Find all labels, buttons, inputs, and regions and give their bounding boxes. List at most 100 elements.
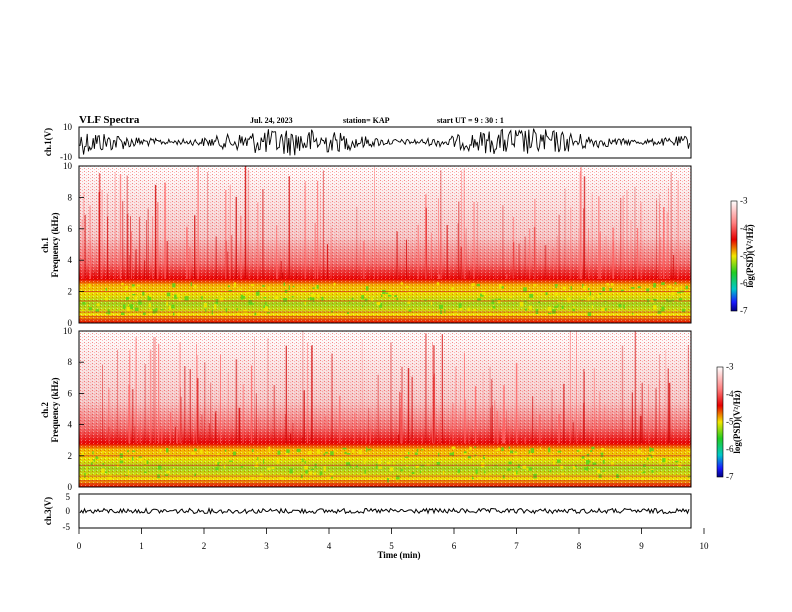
spectrogram-blob	[626, 475, 629, 479]
spectrogram-blob	[495, 449, 499, 451]
spectrogram-blob	[522, 465, 527, 469]
colorbar-tick-label: -6	[740, 278, 748, 288]
spectrogram-blob	[312, 297, 315, 303]
spectrogram-blob	[591, 296, 595, 300]
spectrogram-blob	[554, 306, 558, 308]
spectrogram-blob	[367, 448, 372, 451]
start-time-label: start UT = 9 : 30 : 1	[437, 116, 504, 125]
spectrogram-blob	[519, 302, 524, 307]
spectrogram-blob	[474, 446, 477, 448]
spectrogram-blob	[663, 282, 665, 285]
spectrogram-blob	[570, 286, 572, 291]
spectrogram-blob	[385, 292, 390, 294]
spectrogram-blob	[302, 475, 305, 478]
spectrogram-blob	[549, 470, 552, 473]
spectrogram-blob	[525, 308, 527, 311]
spectrogram-blob	[497, 298, 501, 300]
spectrogram-blob	[378, 459, 381, 464]
spectrogram-blob	[126, 297, 130, 300]
spectrogram-blob	[466, 449, 469, 452]
spectrogram-blob	[467, 307, 471, 312]
ch1-ytick-bottom: -10	[60, 152, 72, 162]
spectrogram-blob	[659, 459, 661, 465]
spectrogram-blob	[489, 311, 492, 316]
spectrogram-blob	[491, 299, 495, 304]
spectrogram-blob	[586, 459, 590, 465]
figure-title: VLF Spectra	[79, 114, 140, 126]
time-x-axis-label: Time (min)	[377, 550, 420, 560]
spectrogram-blob	[476, 283, 480, 287]
spectrogram-blob	[436, 282, 440, 286]
spectrogram-ytick-label: 8	[68, 357, 73, 367]
spectrogram-ytick-label: 6	[68, 388, 73, 398]
spectrogram-blob	[105, 312, 108, 314]
spectrogram-blob	[347, 312, 349, 314]
spectrogram-blob	[488, 473, 492, 475]
spectrogram-blob	[346, 453, 351, 455]
spectrogram-blob	[166, 302, 168, 306]
spectrogram-blob	[304, 465, 308, 470]
spectrogram-blob	[530, 448, 534, 453]
spectrogram-blob	[578, 449, 582, 452]
spectrogram-blob	[661, 282, 664, 285]
spectrogram-ytick-label: 4	[68, 255, 73, 265]
spectrogram-blob	[268, 286, 270, 290]
spectrogram-blob	[646, 457, 649, 461]
spectrogram-blob	[463, 451, 467, 454]
spectrogram-blob	[545, 292, 548, 296]
spectrogram-blob	[535, 309, 539, 314]
spectrogram-blob	[254, 312, 258, 316]
spectrogram-blob	[486, 313, 488, 316]
spectrogram-blob	[674, 282, 677, 285]
spectrogram-blob	[514, 472, 518, 476]
spectrogram-blob	[594, 468, 597, 470]
spectrogram-blob	[651, 452, 655, 458]
spectrogram-blob	[419, 470, 421, 474]
spectrogram-blob	[408, 308, 411, 310]
spectrogram-blob	[263, 297, 267, 299]
spectrogram-blob	[215, 467, 219, 471]
spectrogram-blob	[121, 312, 125, 315]
spectrogram-blob	[330, 451, 334, 456]
spectrogram-blob	[406, 286, 410, 288]
spectrogram-ytick-label: 2	[68, 287, 73, 297]
spectrogram-blob	[194, 473, 196, 477]
spectrogram-blob	[604, 308, 607, 311]
spectrogram-blob	[424, 299, 427, 302]
spectrogram-blob	[599, 293, 602, 295]
spectrogram-blob	[478, 475, 481, 479]
spectrogram-blob	[159, 448, 162, 453]
spectrogram-blob	[119, 460, 124, 464]
spectrogram-blob	[316, 449, 321, 454]
spectrogram-blob	[411, 472, 415, 474]
ch3-ytick-mid: 0	[66, 506, 71, 516]
spectrogram-blob	[528, 305, 532, 310]
spectrogram-blob	[591, 446, 595, 450]
ch2-spectrogram-frame	[78, 330, 692, 488]
spectrogram-blob	[517, 464, 520, 468]
spectrogram-blob	[526, 468, 530, 471]
ch1-colorbar: -3 -4 -5 -6 -7 log(PSD)(V²/Hz)	[730, 196, 755, 316]
spectrogram-blob	[148, 303, 151, 308]
spectrogram-blob	[574, 464, 577, 467]
spectrogram-blob	[255, 290, 260, 296]
spectrogram-blob	[285, 452, 289, 456]
spectrogram-blob	[443, 470, 445, 475]
spectrogram-blob	[155, 307, 158, 313]
spectrogram-blob	[473, 308, 476, 313]
spectrogram-blob	[81, 451, 84, 456]
spectrogram-blob	[516, 470, 518, 475]
spectrogram-blob	[171, 306, 175, 309]
spectrogram-blob	[561, 305, 564, 309]
spectrogram-blob	[97, 455, 102, 458]
spectrogram-blob	[421, 448, 424, 450]
spectrogram-blob	[470, 460, 472, 463]
spectrogram-blob	[481, 462, 485, 467]
spectrogram-blob	[319, 474, 321, 476]
spectrogram-blob	[393, 462, 395, 466]
spectrogram-blob	[166, 448, 169, 453]
spectrogram-blob	[597, 469, 600, 474]
spectrogram-blob	[237, 311, 240, 316]
spectrogram-blob	[301, 458, 304, 462]
ch1-spectrogram-ylabel-frequency: Frequency (kHz)	[50, 212, 60, 277]
